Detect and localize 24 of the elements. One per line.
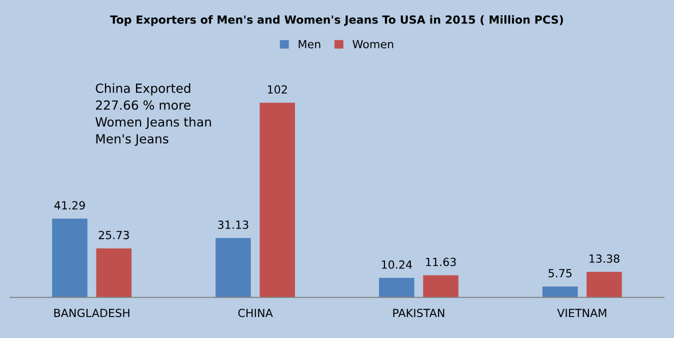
data-label: 25.73 (98, 230, 129, 240)
annotation: China Exported 227.66 % more Women Jeans than Men's Jeans (96, 83, 211, 146)
bar (423, 275, 458, 298)
data-label: 41.29 (54, 201, 85, 210)
data-label: 13.38 (590, 254, 620, 263)
data-label: 5.75 (548, 269, 572, 278)
chart-title: Top Exporters of Men's and Women's Jeans To USA in 2015 ( Million PCS) (110, 15, 563, 26)
legend-label: Men (298, 40, 320, 48)
bar (542, 286, 578, 298)
bar (52, 218, 88, 298)
legend-label: Women (352, 40, 394, 48)
data-label: 10.24 (382, 260, 412, 269)
bar (216, 238, 251, 298)
data-label: 11.63 (426, 258, 456, 266)
x-tick-label: VIETNAM (557, 308, 606, 317)
x-tick-label: PAKISTAN (393, 308, 444, 318)
x-tick-label: CHINA (238, 308, 273, 318)
bar (260, 102, 295, 298)
x-tick-label: BANGLADESH (54, 308, 130, 318)
bar (379, 278, 414, 298)
data-label: 102 (268, 85, 287, 94)
bar (96, 248, 132, 298)
bar (586, 272, 622, 298)
data-label: 31.13 (218, 220, 248, 229)
